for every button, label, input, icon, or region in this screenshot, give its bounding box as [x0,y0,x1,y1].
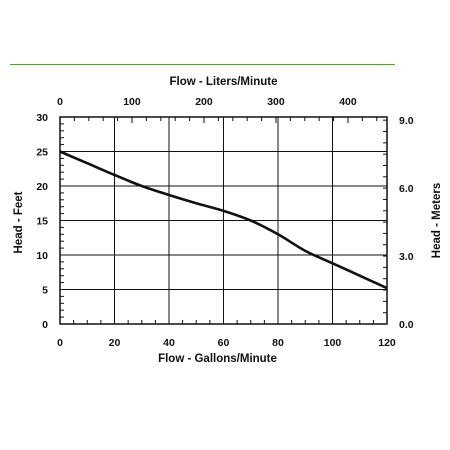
x-top-tick-label: 300 [267,96,285,108]
x-tick-label: 60 [218,337,230,349]
y-left-tick-label: 25 [36,147,48,159]
y-right-tick-label: 0.0 [399,319,414,331]
y-right-axis-title: Head - Meters [431,183,443,258]
x-top-tick-label: 100 [123,96,141,108]
x-tick-label: 80 [272,337,284,349]
x-top-tick-label: 200 [195,96,213,108]
x-tick-label: 20 [109,337,121,349]
series-line [59,150,388,290]
y-left-tick-label: 15 [36,216,48,228]
x-tick-label: 100 [324,337,342,349]
x-top-tick-label: 400 [339,96,357,108]
x-tick-label: 120 [378,337,396,349]
tick-marks [59,116,388,325]
header-rule [10,64,395,65]
y-left-tick-label: 20 [36,181,48,193]
x-tick-label: 0 [57,337,63,349]
y-left-tick-label: 0 [42,319,48,331]
y-right-tick-label: 9.0 [399,115,414,127]
y-left-axis-title: Head - Feet [13,191,25,253]
y-right-tick-label: 6.0 [399,183,414,195]
x-axis-title: Flow - Gallons/Minute [158,353,277,365]
x-top-tick-label: 0 [57,96,63,108]
tick-labels: 0 20 40 60 80 100 120 0 100 200 300 400 0 5 10 15 20 25 30… [36,96,413,349]
x-top-axis-title: Flow - Liters/Minute [170,76,278,88]
y-left-tick-label: 30 [36,112,48,124]
x-tick-label: 40 [163,337,175,349]
y-left-tick-label: 10 [36,250,48,262]
y-right-tick-label: 3.0 [399,251,414,263]
grid [60,117,387,324]
y-left-tick-label: 5 [42,285,48,297]
